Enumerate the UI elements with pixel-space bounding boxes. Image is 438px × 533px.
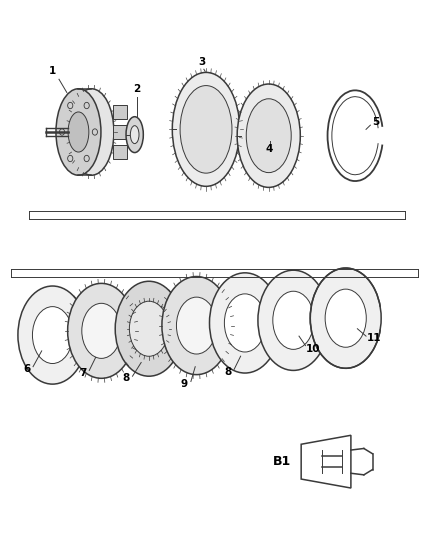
Ellipse shape — [224, 294, 265, 352]
Ellipse shape — [82, 303, 121, 358]
Text: 4: 4 — [265, 143, 272, 154]
Ellipse shape — [246, 99, 291, 173]
Text: 8: 8 — [122, 374, 130, 383]
Text: B1: B1 — [273, 455, 291, 468]
Text: 5: 5 — [372, 117, 380, 127]
Ellipse shape — [310, 268, 381, 368]
Ellipse shape — [162, 277, 231, 375]
Text: 10: 10 — [306, 344, 320, 354]
Ellipse shape — [115, 281, 183, 376]
Polygon shape — [113, 104, 127, 119]
Text: 2: 2 — [133, 84, 141, 94]
Ellipse shape — [172, 72, 240, 187]
Ellipse shape — [126, 117, 143, 152]
Text: 8: 8 — [224, 367, 231, 377]
Ellipse shape — [68, 112, 89, 152]
Ellipse shape — [325, 289, 366, 348]
Ellipse shape — [69, 89, 114, 175]
Ellipse shape — [67, 284, 135, 378]
Polygon shape — [113, 144, 127, 159]
Ellipse shape — [18, 286, 87, 384]
Ellipse shape — [129, 301, 169, 356]
Ellipse shape — [180, 86, 232, 173]
Text: 9: 9 — [181, 379, 188, 389]
Polygon shape — [113, 125, 127, 140]
Text: 1: 1 — [49, 66, 56, 76]
Text: 11: 11 — [367, 334, 381, 343]
Ellipse shape — [177, 297, 216, 354]
Text: 6: 6 — [23, 364, 30, 374]
Ellipse shape — [237, 84, 300, 188]
Ellipse shape — [56, 89, 101, 175]
Ellipse shape — [273, 291, 314, 349]
Ellipse shape — [258, 270, 329, 370]
Ellipse shape — [32, 306, 73, 364]
Ellipse shape — [131, 126, 139, 143]
Ellipse shape — [209, 273, 280, 373]
Text: 3: 3 — [198, 57, 205, 67]
Text: 7: 7 — [79, 368, 86, 378]
